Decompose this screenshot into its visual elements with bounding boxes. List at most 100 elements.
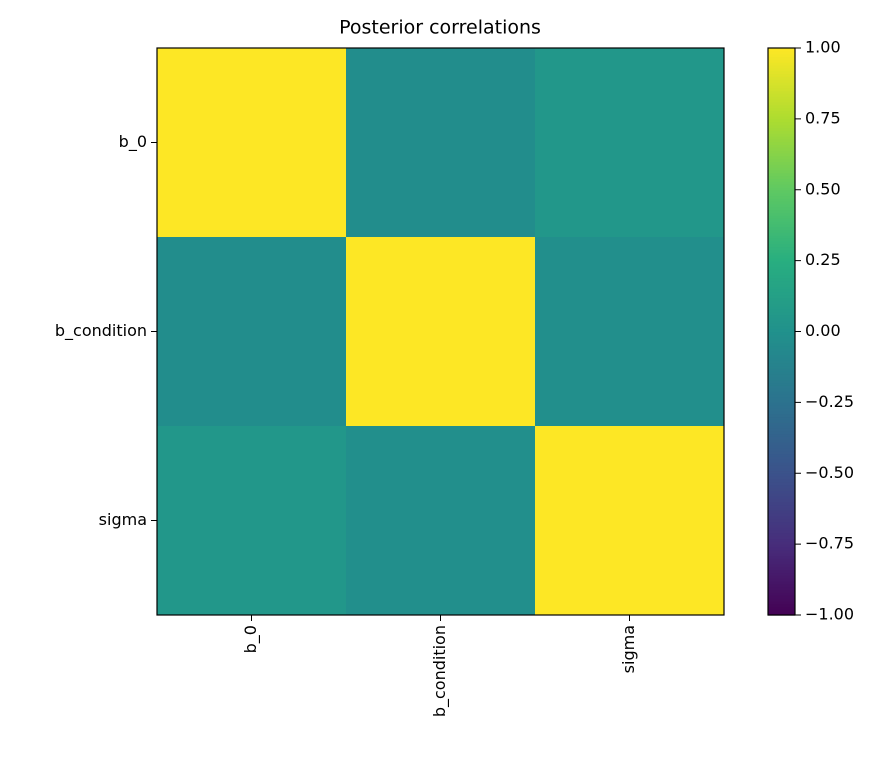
colorbar-segment [768,507,795,511]
colorbar-segment [768,495,795,500]
colorbar-segment [768,320,795,324]
colorbar-segment [768,297,795,301]
colorbar-segment [768,456,795,460]
colorbar-segment [768,161,795,165]
colorbar-segment [768,501,795,506]
colorbar-segment [768,62,795,66]
colorbar-segment [768,314,795,318]
x-tick-label: sigma [619,625,638,673]
colorbar-segment [768,274,795,279]
colorbar-segment [768,374,795,378]
heatmap-cell [346,237,536,427]
colorbar-segment [768,549,795,554]
colorbar-segment [768,73,795,77]
colorbar-segment [768,291,795,296]
colorbar-segment [768,189,795,194]
colorbar-segment [768,583,795,588]
colorbar-segment [768,113,795,117]
colorbar-segment [768,461,795,466]
colorbar-segment [768,175,795,180]
colorbar-segment [768,93,795,97]
colorbar-segment [768,277,795,282]
colorbar-segment [768,269,795,273]
colorbar-segment [768,422,795,426]
colorbar-segment [768,172,795,177]
colorbar-segment [768,413,795,418]
colorbar-tick-label: 0.00 [805,321,841,340]
colorbar-segment [768,271,795,276]
heatmap-cell [535,48,725,238]
colorbar-segment [768,345,795,350]
colorbar-segment [768,118,795,123]
colorbar-segment [768,252,795,256]
colorbar-segment [768,48,795,52]
colorbar-segment [768,342,795,347]
colorbar-segment [768,232,795,236]
colorbar-segment [768,116,795,120]
colorbar-segment [768,493,795,497]
colorbar-segment [768,229,795,233]
colorbar-segment [768,124,795,128]
colorbar-segment [768,218,795,222]
colorbar-segment [768,351,795,355]
colorbar-segment [768,612,795,616]
colorbar-segment [768,396,795,401]
colorbar-segment [768,223,795,228]
colorbar-segment [768,532,795,537]
colorbar-segment [768,476,795,480]
colorbar-segment [768,147,795,151]
colorbar-segment [768,152,795,157]
colorbar-segment [768,430,795,435]
colorbar-segment [768,254,795,259]
colorbar-segment [768,527,795,531]
colorbar-tick-label: 0.50 [805,179,841,198]
colorbar-segment [768,155,795,160]
colorbar-segment [768,158,795,162]
colorbar-segment [768,490,795,494]
colorbar-segment [768,555,795,559]
colorbar-segment [768,121,795,126]
colorbar-segment [768,382,795,386]
colorbar-segment [768,286,795,290]
colorbar-segment [768,59,795,63]
colorbar-segment [768,359,795,364]
colorbar-segment [768,133,795,137]
heatmap-cell [535,426,725,616]
colorbar-segment [768,144,795,148]
colorbar-segment [768,322,795,327]
colorbar-segment [768,442,795,446]
colorbar-segment [768,606,795,610]
colorbar-segment [768,79,795,83]
x-tick-label: b_condition [430,625,450,717]
colorbar-segment [768,201,795,205]
colorbar-segment [768,541,795,545]
colorbar-segment [768,195,795,199]
colorbar-segment [768,575,795,579]
colorbar-segment [768,99,795,103]
colorbar-segment [768,337,795,341]
heatmap-cell [535,237,725,427]
colorbar-segment [768,524,795,528]
colorbar-segment [768,563,795,568]
colorbar-segment [768,209,795,214]
colorbar-segment [768,504,795,508]
colorbar-segment [768,325,795,330]
x-tick-label: b_0 [241,625,261,653]
colorbar-segment [768,481,795,486]
colorbar-segment [768,371,795,375]
colorbar-segment [768,192,795,197]
colorbar-segment [768,376,795,381]
colorbar-segment [768,592,795,596]
colorbar-segment [768,546,795,551]
colorbar-segment [768,544,795,548]
colorbar-segment [768,212,795,216]
colorbar-segment [768,127,795,131]
colorbar-segment [768,220,795,225]
colorbar-segment [768,558,795,562]
colorbar-segment [768,249,795,253]
colorbar-segment [768,603,795,608]
colorbar-segment [768,87,795,92]
colorbar-segment [768,362,795,367]
colorbar-segment [768,470,795,474]
